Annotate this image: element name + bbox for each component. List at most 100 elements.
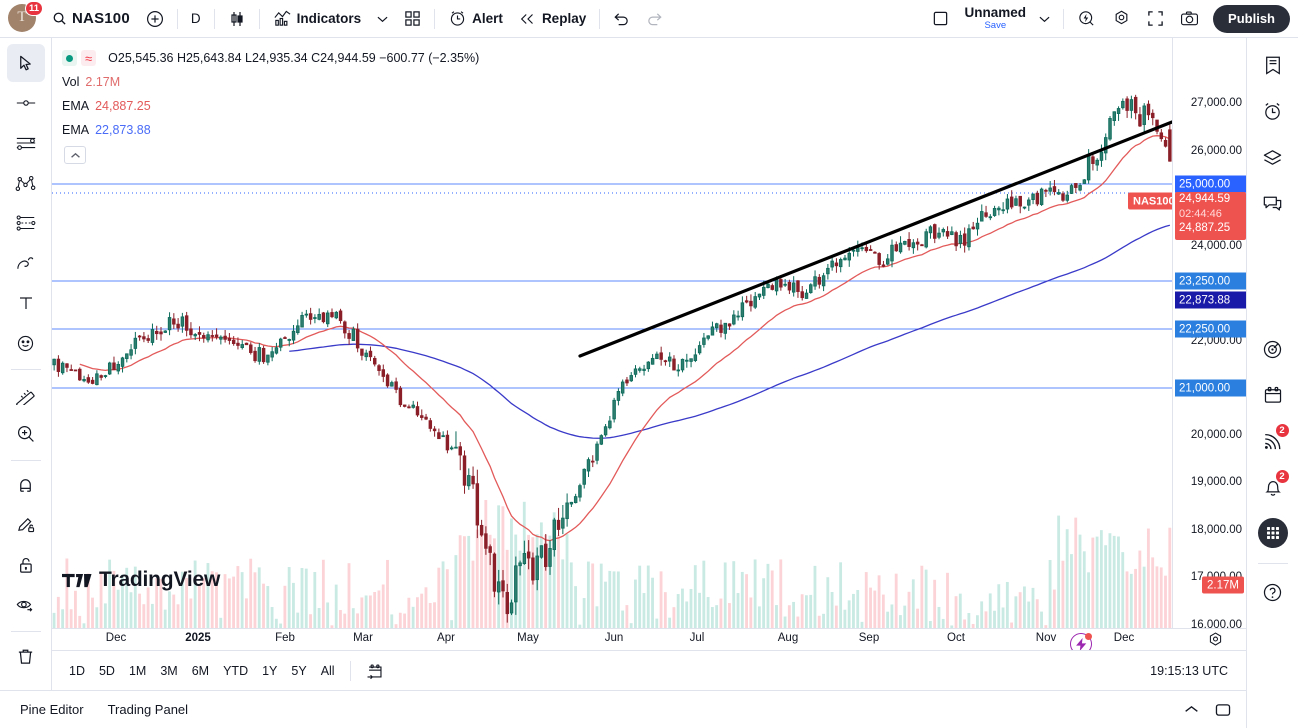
interval-label: D (190, 11, 201, 26)
remove-drawings-tool[interactable] (7, 637, 45, 675)
calendar-panel-button[interactable] (1254, 376, 1292, 414)
panel-collapse-button[interactable] (1178, 697, 1204, 723)
legend-symbol-row[interactable]: ≈ O25,545.36 H25,643.84 L24,935.34 C24,9… (62, 48, 479, 68)
price-tick: 26,000.00 (1190, 145, 1242, 157)
ohlc-values: O25,545.36 H25,643.84 L24,935.34 C24,944… (108, 51, 480, 65)
square-checkbox-icon (932, 10, 949, 27)
emoji-tool[interactable] (7, 324, 45, 362)
notifications-panel-button[interactable]: 2 (1254, 468, 1292, 506)
ema2-value: 22,873.88 (95, 123, 151, 137)
range-all[interactable]: All (320, 663, 335, 678)
ideas-panel-button[interactable] (1254, 330, 1292, 368)
legend-collapse-button[interactable] (64, 146, 86, 164)
divider (258, 8, 260, 29)
layout-name: Unnamed (964, 5, 1027, 21)
price-scale[interactable]: 27,000.00 26,000.00 24,000.00 22,000.00 … (1172, 38, 1246, 650)
brush-tool[interactable] (7, 244, 45, 282)
object-tree-panel-button[interactable] (1254, 138, 1292, 176)
time-tick: Feb (275, 632, 295, 644)
add-symbol-button[interactable] (138, 4, 172, 34)
ema1-label: EMA (62, 99, 90, 113)
divider (10, 460, 41, 461)
magnet-tool[interactable] (7, 466, 45, 504)
tab-trading-panel[interactable]: Trading Panel (107, 702, 189, 717)
save-link[interactable]: Save (984, 19, 1007, 31)
alerts-panel-button[interactable] (1254, 92, 1292, 130)
right-sidebar: 2 2 (1246, 38, 1298, 728)
hide-drawings-tool[interactable] (7, 586, 45, 624)
text-tool[interactable] (7, 284, 45, 322)
legend-volume-row[interactable]: Vol 2.17M (62, 72, 479, 92)
range-1y[interactable]: 1Y (262, 663, 278, 678)
pitchfork-tool[interactable] (7, 164, 45, 202)
indicators-icon (273, 9, 292, 28)
horizontal-lines-tool[interactable] (7, 124, 45, 162)
range-1d[interactable]: 1D (69, 663, 85, 678)
legend-ema2-row[interactable]: EMA 22,873.88 (62, 120, 479, 140)
goto-date-button[interactable] (359, 659, 391, 683)
watermark-text: TradingView (99, 568, 221, 591)
undo-button[interactable] (605, 4, 638, 34)
help-panel-button[interactable] (1254, 573, 1292, 611)
quick-search-button[interactable] (1069, 4, 1104, 34)
replay-button[interactable]: Replay (511, 4, 594, 34)
redo-button[interactable] (638, 4, 671, 34)
alert-label: Alert (472, 11, 503, 26)
ema2-price-tag[interactable]: 22,873.88 (1175, 291, 1246, 309)
panel-maximize-button[interactable] (1210, 697, 1236, 723)
range-ytd[interactable]: YTD (223, 663, 249, 678)
hline-price-tag[interactable]: 21,000.00 (1175, 379, 1246, 397)
saved-layout-button[interactable]: Unnamed Save (957, 4, 1059, 34)
hline-price-tag[interactable]: 23,250.00 (1175, 272, 1246, 290)
layout-checkbox[interactable] (924, 4, 957, 34)
indicators-label: Indicators (296, 11, 362, 26)
chart-plot[interactable]: ≈ O25,545.36 H25,643.84 L24,935.34 C24,9… (52, 38, 1172, 650)
price-tick: 22,000.00 (1190, 335, 1242, 347)
range-5d[interactable]: 5D (98, 663, 115, 678)
time-scale[interactable]: Dec 2025 Feb Mar Apr May Jun Jul Aug Sep… (52, 628, 1246, 650)
tradingview-logo-icon (62, 573, 92, 587)
symbol-status-pill (62, 50, 77, 66)
legend-ema1-row[interactable]: EMA 24,887.25 (62, 96, 479, 116)
fib-retracement-tool[interactable] (7, 204, 45, 242)
range-3m[interactable]: 3M (160, 663, 178, 678)
measure-tool[interactable] (7, 375, 45, 413)
chevron-down-icon (1039, 15, 1050, 23)
fullscreen-button[interactable] (1139, 4, 1172, 34)
tab-pine-editor[interactable]: Pine Editor (20, 702, 84, 717)
ema2-label: EMA (62, 123, 90, 137)
apps-panel-button[interactable] (1254, 514, 1292, 552)
divider (1257, 563, 1288, 564)
indicators-button[interactable]: Indicators (265, 4, 370, 34)
layout-button[interactable] (396, 4, 429, 34)
interval-button[interactable]: D (183, 4, 209, 34)
market-open-dot (66, 54, 73, 62)
drawing-mode-tool[interactable] (7, 506, 45, 544)
cursor-tool[interactable] (6, 44, 45, 82)
broadcast-panel-button[interactable]: 2 (1254, 422, 1292, 460)
time-scale-settings-button[interactable] (1207, 631, 1224, 653)
trend-line-tool[interactable] (7, 84, 45, 122)
chart-style-button[interactable] (220, 4, 254, 34)
hline-price-tag[interactable]: 25,000.00 (1175, 175, 1246, 193)
symbol-search-button[interactable]: NAS100 (44, 4, 138, 34)
hline-price-tag[interactable]: 22,250.00 (1175, 320, 1246, 338)
lock-drawings-tool[interactable] (7, 546, 45, 584)
indicators-dropdown-button[interactable] (369, 4, 396, 34)
last-price-block[interactable]: 24,944.59 02:44:46 24,887.25 (1175, 192, 1246, 240)
chart-clock: 19:15:13 UTC (1150, 663, 1228, 678)
time-tick: Nov (1035, 632, 1057, 644)
watchlist-panel-button[interactable] (1254, 46, 1292, 84)
user-avatar[interactable]: T 11 (8, 0, 43, 34)
notifications-badge: 2 (1274, 469, 1290, 484)
alert-button[interactable]: Alert (440, 4, 511, 34)
snapshot-button[interactable] (1172, 4, 1207, 34)
range-1m[interactable]: 1M (128, 663, 147, 678)
range-6m[interactable]: 6M (191, 663, 210, 678)
range-5y[interactable]: 5Y (291, 663, 307, 678)
publish-button[interactable]: Publish (1213, 4, 1290, 33)
lightning-alert-icon[interactable] (1070, 633, 1092, 650)
zoom-tool[interactable] (7, 415, 45, 453)
chat-panel-button[interactable] (1254, 184, 1292, 222)
chart-settings-button[interactable] (1104, 4, 1139, 34)
